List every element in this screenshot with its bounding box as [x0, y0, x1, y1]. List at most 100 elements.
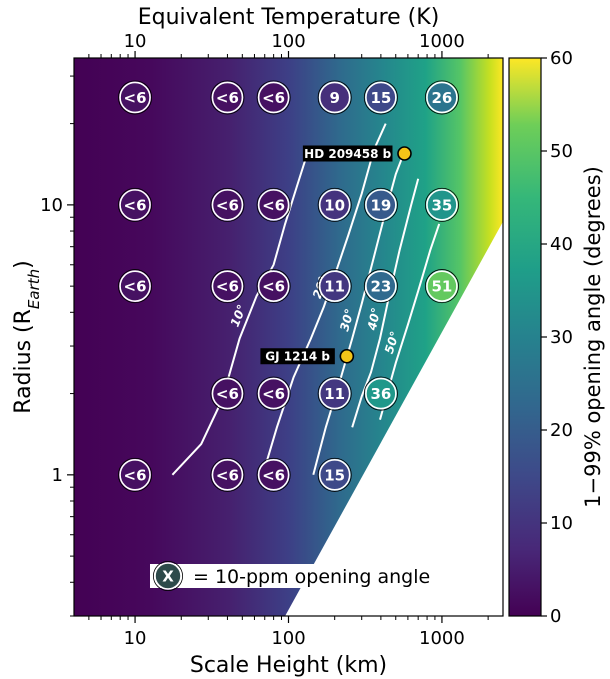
circle-label: 51: [432, 278, 453, 296]
circle-label: <6: [262, 196, 285, 214]
circle-label: <6: [124, 89, 147, 107]
circle-outline: [256, 80, 291, 115]
colorbar-tick-label: 50: [550, 141, 573, 162]
opening-angle-circle: [257, 270, 290, 302]
circle-outline: [317, 187, 352, 222]
circle-outline: [210, 269, 245, 304]
circle-label: 11: [324, 278, 345, 296]
circle-outline: [256, 269, 291, 304]
top-tick-label: 10: [124, 31, 147, 52]
opening-angle-circle: [257, 81, 290, 114]
circle-outline: [363, 269, 398, 304]
legend-text: = 10-ppm opening angle: [193, 566, 430, 588]
opening-angle-circle: [211, 270, 244, 302]
legend-symbol: [154, 562, 182, 590]
opening-angle-circle: [119, 459, 151, 491]
opening-angle-circle: [119, 270, 151, 302]
x-tick-label: 1000: [419, 628, 465, 649]
circle-label: <6: [216, 89, 239, 107]
circle-outline: [256, 457, 291, 492]
circle-label: <6: [216, 196, 239, 214]
circle-outline: [210, 376, 245, 411]
circle-outline: [210, 80, 245, 115]
circle-label: <6: [262, 89, 285, 107]
circle-label: <6: [262, 278, 285, 296]
circle-outline: [363, 80, 398, 115]
circle-label: 35: [432, 196, 453, 214]
top-tick-label: 100: [271, 31, 305, 52]
circle-outline: [424, 80, 459, 115]
circle-label: <6: [216, 385, 239, 403]
opening-angle-circle: [365, 377, 397, 410]
circle-label: <6: [216, 278, 239, 296]
colorbar-tick-label: 30: [550, 327, 573, 348]
planet-label-bg: [302, 145, 393, 162]
circle-label: 15: [324, 466, 345, 484]
circle-label: <6: [124, 196, 147, 214]
planet-label-bg: [260, 348, 335, 365]
opening-angle-circle: [119, 81, 151, 114]
circle-label: <6: [124, 278, 147, 296]
contour-label: 30°: [337, 307, 357, 333]
planet-label: GJ 1214 b: [265, 350, 330, 364]
opening-angle-circle: [211, 189, 244, 221]
circle-outline: [317, 457, 352, 492]
circle-label: 26: [432, 89, 453, 107]
opening-angle-circle: [257, 189, 290, 221]
opening-angle-circle: [365, 81, 397, 114]
colorbar-tick-label: 60: [550, 48, 573, 69]
legend-symbol-text: X: [162, 568, 174, 586]
circle-outline: [118, 457, 153, 492]
colorbar-tick-label: 40: [550, 234, 573, 255]
planet-marker: [339, 348, 355, 364]
opening-angle-circle: [365, 189, 397, 221]
circle-label: 11: [324, 385, 345, 403]
circle-outline: [424, 269, 459, 304]
top-axis-label: Equivalent Temperature (K): [138, 5, 440, 30]
contour-line: [312, 149, 407, 476]
y-tick-label: 10: [40, 195, 63, 216]
colorbar-label: 1−99% opening angle (degrees): [581, 166, 605, 508]
opening-angle-circle: [426, 189, 458, 221]
circle-label: 36: [370, 385, 391, 403]
colorbar-tick-label: 20: [550, 420, 573, 441]
opening-angle-circle: [318, 377, 351, 410]
circle-outline: [317, 269, 352, 304]
circle-outline: [317, 376, 352, 411]
circle-outline: [210, 457, 245, 492]
opening-angle-circle: [211, 81, 244, 114]
circle-outline: [363, 376, 398, 411]
planet-marker: [397, 146, 412, 161]
circle-outline: [118, 269, 153, 304]
x-axis-label: Scale Height (km): [190, 653, 387, 678]
y-axis-label: Radius (REarth): [11, 260, 43, 413]
opening-angle-circle: [211, 459, 244, 491]
opening-angle-circle: [257, 377, 290, 410]
circle-outline: [118, 80, 153, 115]
circle-label: 19: [370, 196, 391, 214]
x-tick-label: 10: [124, 628, 147, 649]
colorbar-tick-label: 0: [550, 606, 561, 627]
opening-angle-circle: [318, 270, 351, 302]
circle-outline: [256, 376, 291, 411]
opening-angle-circle: [365, 270, 397, 302]
opening-angle-circle: [318, 81, 351, 114]
contour-label: 40°: [365, 306, 384, 332]
circle-label: 10: [324, 196, 345, 214]
opening-angle-circle: [119, 189, 151, 221]
opening-angle-circle: [318, 459, 351, 491]
circle-outline: [210, 187, 245, 222]
opening-angle-circle: [318, 189, 351, 221]
colorbar: [508, 57, 542, 617]
y-tick-label: 1: [52, 465, 63, 486]
planet-label: HD 209458 b: [304, 147, 391, 161]
circle-outline: [317, 80, 352, 115]
colorbar-tick-label: 10: [550, 513, 573, 534]
circle-label: 9: [329, 89, 339, 107]
circle-label: 15: [370, 89, 391, 107]
circle-outline: [424, 187, 459, 222]
circle-outline: [118, 187, 153, 222]
opening-angle-circle: [257, 459, 290, 491]
circle-label: <6: [262, 466, 285, 484]
